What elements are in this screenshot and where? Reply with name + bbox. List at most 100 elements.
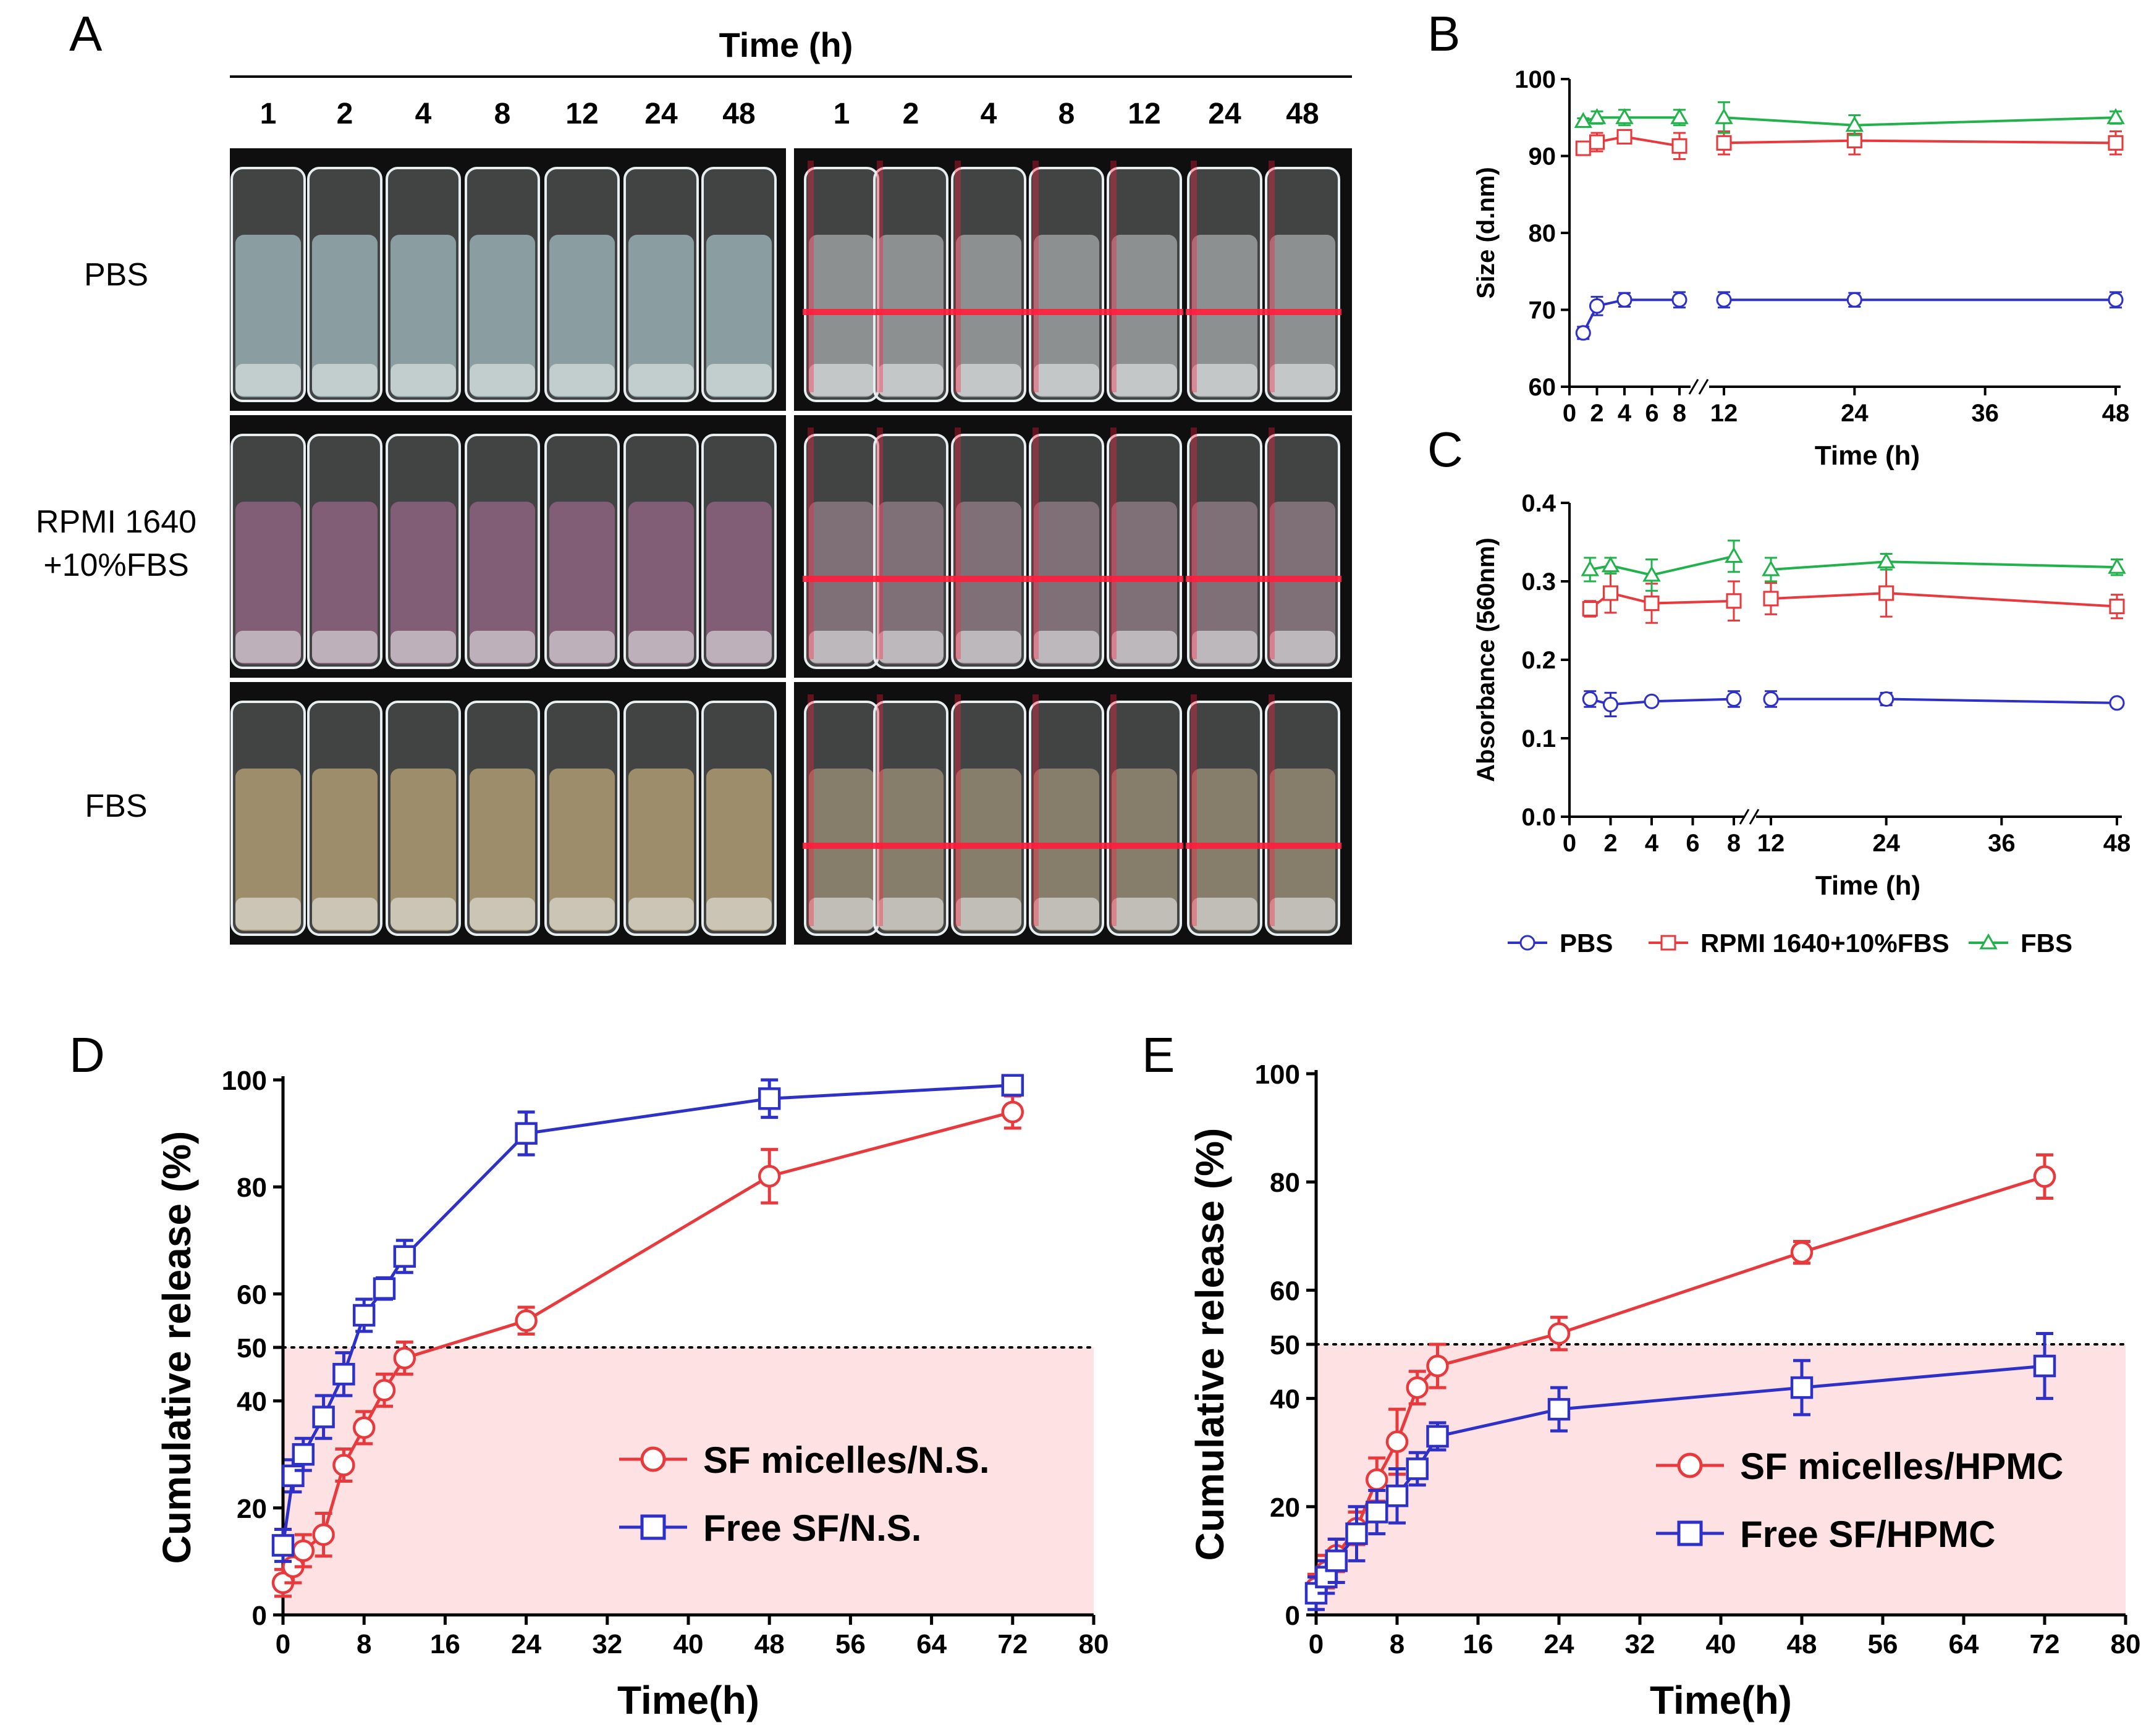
y-tick-label-e-3: 50 [1270,1330,1300,1360]
point-d-0-7 [393,1347,416,1370]
point-d-1-6 [373,1277,396,1300]
vial-liquid-2-4 [549,769,615,931]
vial-liquid-0-6 [706,235,772,397]
legend-marker-d-1 [640,1514,666,1540]
vial-glass-1-5 [1187,434,1262,669]
x-tick-label-d-5: 40 [674,1629,704,1659]
point-d-1-7 [393,1245,416,1268]
time-label-right-8: 8 [1058,98,1075,130]
laser-beam-2-0 [803,843,881,849]
x-axis-title-b: Time (h) [1815,440,1920,471]
vial-liquid-1-3 [470,502,535,664]
x-tick-label-e-5: 40 [1706,1629,1736,1659]
time-label-right-12: 12 [1128,98,1160,130]
series-e-1 [1304,1331,2056,1611]
point-e-1-7 [1426,1425,1449,1448]
laser-beam-1-1 [872,576,950,582]
vial-base-2-6 [1270,898,1335,930]
vial-glass-0-5 [1187,167,1262,402]
vial-liquid-0-5 [628,235,694,397]
vial-liquid-2-0 [235,769,301,931]
laser-beam-0-3 [1028,309,1105,315]
y-axis-title-b: Size (d.nm) [1472,167,1500,298]
y-tick-label-b-2: 80 [1529,220,1556,247]
vial-base-2-6 [706,898,772,930]
vial-base-2-4 [1112,898,1177,930]
vial-liquid-0-3 [470,235,535,397]
point-d-0-4 [332,1454,355,1477]
x-tick-label-left-c-2: 4 [1645,830,1659,857]
laser-beam-1-6 [1264,576,1341,582]
point-b-0-2 [1616,292,1632,308]
vial-glass-0-1 [873,167,948,402]
legend-label-e-0: SF micelles/HPMC [1740,1446,2064,1487]
series-c-0 [1582,690,2125,717]
legend-marker-d-0 [640,1446,666,1472]
time-label-right-24: 24 [1208,98,1241,130]
x-tick-label-left-b-2: 4 [1618,400,1632,427]
vial-base-2-2 [391,898,456,930]
laser-beam-2-6 [1264,843,1341,849]
legend-marker-e-0 [1677,1452,1703,1478]
vial-liquid-1-5 [628,502,694,664]
legend-bc: PBS RPMI 1640+10%FBS FBS [1508,929,2072,958]
vial-liquid-2-1 [878,769,944,931]
point-c-0-0 [1582,691,1598,707]
point-b-1-0 [1575,140,1591,156]
x-tick-label-right-c-3: 48 [2103,830,2131,857]
panel-letter-a: A [69,6,103,61]
point-b-0-4 [1716,292,1732,308]
vial-liquid-0-6 [1270,235,1335,397]
time-label-right-48: 48 [1286,98,1319,130]
laser-glow-2-6 [1269,694,1275,926]
laser-glow-1-5 [1191,428,1197,659]
vial-base-1-1 [878,631,944,663]
point-c-0-6 [2109,695,2125,711]
legend-label-d-1: Free SF/N.S. [703,1507,921,1549]
vial-liquid-1-0 [235,502,301,664]
x-tick-label-right-b-2: 36 [1971,400,1999,427]
vial-base-1-4 [1112,631,1177,663]
legend-label-0: PBS [1560,929,1613,958]
point-c-2-2 [1642,565,1661,582]
x-tick-label-right-b-0: 12 [1710,400,1738,427]
point-d-0-10 [1001,1100,1024,1124]
y-axis-title-e: Cumulative release (%) [1188,1128,1232,1561]
x-axis-title-c: Time (h) [1815,870,1920,901]
vial-liquid-1-3 [1034,502,1099,664]
vial-liquid-2-6 [706,769,772,931]
point-c-2-6 [2108,557,2126,574]
vial-liquid-1-1 [312,502,378,664]
vial-glass-2-0 [804,701,879,936]
point-c-0-4 [1763,691,1779,707]
vial-liquid-0-1 [878,235,944,397]
laser-glow-0-1 [877,161,883,392]
x-tick-label-e-8: 64 [1949,1629,1979,1659]
point-c-0-3 [1726,691,1742,707]
axis-break-a-c [1739,809,1750,825]
y-tick-label-d-6: 100 [222,1066,267,1096]
x-tick-label-e-1: 8 [1390,1629,1404,1659]
vial-glass-0-0 [804,167,879,402]
point-c-2-5 [1877,552,1896,568]
x-tick-label-left-b-1: 2 [1590,400,1603,427]
point-e-1-4 [1366,1501,1388,1523]
time-label-right-1: 1 [834,98,850,130]
x-tick-label-d-4: 32 [592,1629,622,1659]
vial-base-2-4 [549,898,615,930]
vial-base-0-5 [628,364,694,396]
vial-liquid-1-6 [706,502,772,664]
x-axis-title-d: Time(h) [617,1678,759,1722]
point-c-1-3 [1726,593,1742,609]
legend-marker-1 [1660,935,1676,951]
vial-liquid-0-4 [1112,235,1177,397]
vial-liquid-2-6 [1270,769,1335,931]
point-d-0-2 [292,1539,315,1562]
laser-glow-0-4 [1110,161,1117,392]
point-d-1-9 [758,1087,781,1110]
vial-base-0-0 [809,364,874,396]
x-tick-label-e-4: 32 [1625,1629,1655,1659]
point-d-1-8 [515,1122,538,1145]
